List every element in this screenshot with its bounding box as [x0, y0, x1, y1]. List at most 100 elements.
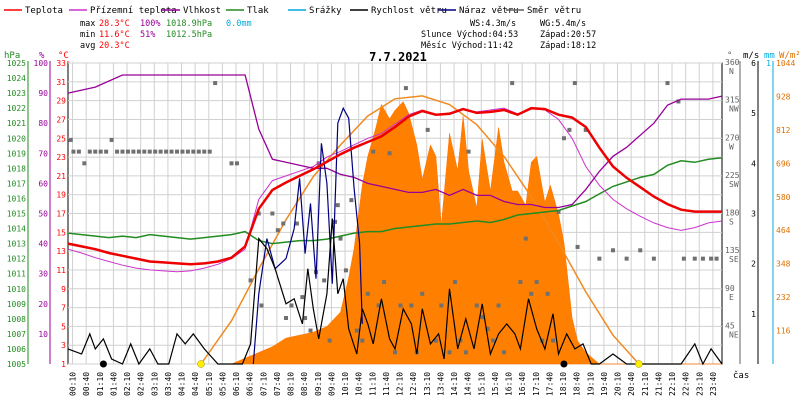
hpa-tick-label: 1008 — [7, 315, 26, 324]
wind-direction-point — [611, 248, 615, 253]
wind-direction-point — [714, 256, 719, 261]
pct-tick-label: 30 — [38, 270, 48, 279]
wind-direction-point — [692, 256, 697, 261]
pct-tick-label: 70 — [38, 149, 48, 158]
time-tick-label: 06:40 — [246, 372, 255, 396]
time-tick-label: 12:40 — [409, 372, 418, 396]
unit-deg: ° — [727, 51, 732, 61]
ms-tick-label: 1 — [751, 310, 756, 319]
wind-direction-point — [275, 228, 280, 233]
hpa-tick-label: 1019 — [7, 149, 26, 158]
wm2-tick-label: 464 — [776, 226, 791, 235]
temp-tick-label: 29 — [56, 97, 66, 106]
wind-direction-point — [115, 149, 120, 154]
wind-direction-point — [256, 211, 261, 216]
temp-tick-label: 5 — [61, 322, 66, 331]
stat-max-rain: 0.0mm — [226, 19, 252, 29]
wind-direction-point — [349, 198, 354, 203]
time-tick-label: 00:10 — [69, 372, 78, 396]
unit-ms: m/s — [743, 51, 759, 61]
hpa-tick-label: 1018 — [7, 164, 26, 173]
hpa-tick-label: 1005 — [7, 360, 26, 369]
chart-title: 7.7.2021 — [369, 50, 427, 64]
wind-direction-point — [142, 149, 147, 154]
pct-tick-label: 20 — [38, 300, 48, 309]
time-tick-label: 09:40 — [327, 372, 336, 396]
pct-tick-label: 80 — [38, 119, 48, 128]
wind-direction-point — [485, 326, 490, 331]
time-tick-label: 19:40 — [600, 372, 609, 396]
legend-ground-temperature: Přízemní teplota — [90, 6, 177, 16]
legend-wind-gust: Náraz větru — [459, 6, 519, 16]
dir-name-label: N — [729, 67, 734, 76]
stats-block: max 28.3°C 100% 1018.9hPa 0.0mm min 11.6… — [80, 19, 252, 51]
time-tick-label: 17:40 — [545, 372, 554, 396]
time-tick-label: 18:10 — [559, 372, 568, 396]
dir-name-label: SE — [729, 255, 739, 264]
solar-radiation-area — [231, 101, 722, 365]
legend: Teplota Přízemní teplota Vlhkost Tlak Sr… — [4, 6, 581, 16]
stat-min-press: 1012.5hPa — [166, 30, 212, 40]
wind-direction-point — [561, 136, 566, 141]
wind-direction-point — [125, 149, 130, 154]
wind-direction-point — [158, 149, 163, 154]
time-tick-label: 23:10 — [695, 372, 704, 396]
wind-direction-point — [474, 303, 479, 308]
wind-direction-point — [68, 137, 73, 142]
wind-direction-point — [439, 303, 444, 308]
wind-direction-point — [545, 291, 550, 296]
info-wind-speed: WS:4.3m/s — [470, 19, 516, 29]
wind-direction-point — [496, 303, 501, 308]
time-tick-label: 06:10 — [232, 372, 241, 396]
axis-unit-labels: hPa % °C ° m/s mm W/m² čas — [4, 51, 800, 381]
dir-tick-label: 315 — [725, 96, 740, 105]
wind-direction-point — [300, 295, 305, 300]
stat-max-hum: 100% — [140, 19, 160, 29]
time-tick-label: 04:40 — [191, 372, 200, 396]
humidity-line — [67, 74, 723, 209]
time-tick-label: 07:40 — [273, 372, 282, 396]
wind-direction-point — [567, 127, 572, 132]
wind-direction-point — [583, 127, 588, 132]
wind-direction-point — [322, 278, 327, 283]
temp-tick-label: 27 — [56, 115, 66, 124]
hpa-tick-label: 1007 — [7, 330, 26, 339]
ms-tick-label: 3 — [751, 210, 756, 219]
dir-name-label: NE — [729, 330, 739, 339]
wind-direction-point — [676, 99, 681, 104]
wm2-tick-label: 348 — [776, 260, 791, 269]
wind-direction-point — [147, 149, 152, 154]
time-tick-label: 22:10 — [668, 372, 677, 396]
ms-tick-label: 5 — [751, 109, 756, 118]
unit-pct: % — [39, 51, 45, 61]
time-tick-label: 23:40 — [709, 372, 718, 396]
wm2-tick-label: 812 — [776, 126, 791, 135]
hpa-tick-label: 1025 — [7, 59, 26, 68]
info-wind-gust: WG:5.4m/s — [540, 19, 586, 29]
wind-direction-point — [425, 127, 430, 132]
ms-tick-label: 6 — [751, 59, 756, 68]
dir-tick-label: 135 — [725, 246, 740, 255]
wind-direction-point — [327, 338, 332, 343]
temp-tick-label: 15 — [56, 228, 66, 237]
hpa-tick-label: 1023 — [7, 89, 26, 98]
wind-direction-point — [433, 338, 438, 343]
wind-direction-point — [452, 280, 457, 285]
unit-time: čas — [733, 370, 749, 381]
wind-direction-point — [202, 149, 207, 154]
wind-direction-point — [76, 149, 81, 154]
temp-tick-label: 11 — [56, 266, 66, 275]
temp-tick-label: 25 — [56, 134, 66, 143]
time-tick-label: 16:40 — [518, 372, 527, 396]
legend-precipitation: Srážky — [309, 6, 342, 16]
stat-max-temp: 28.3°C — [99, 19, 130, 29]
wind-direction-point — [491, 338, 496, 343]
wind-direction-point — [104, 149, 109, 154]
time-tick-label: 16:10 — [505, 372, 514, 396]
time-tick-label: 22:40 — [682, 372, 691, 396]
info-sunset: Západ:20:57 — [540, 30, 596, 40]
legend-wind-speed: Rychlost větru — [371, 6, 447, 16]
wm2-tick-label: 232 — [776, 293, 791, 302]
wind-direction-point — [665, 81, 670, 86]
